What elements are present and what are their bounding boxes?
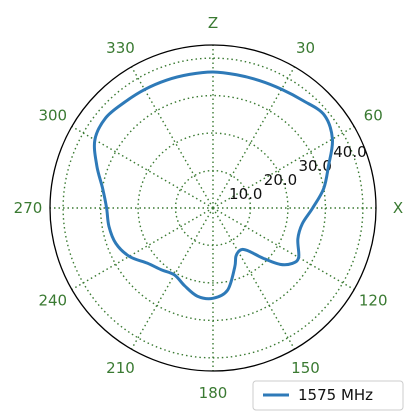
- legend-box: [252, 380, 404, 411]
- radial-tick-label: 30.0: [299, 157, 332, 175]
- angle-tick-label: 150: [291, 359, 320, 377]
- angle-labels: Z 30 60 X 120 150 180 210 240 270 300 330: [14, 14, 403, 402]
- angle-tick-label: 60: [364, 107, 383, 125]
- angle-tick-label: 120: [359, 292, 388, 310]
- radial-tick-labels: 10.020.030.040.0: [229, 143, 367, 203]
- radial-gridline: [62, 57, 364, 359]
- angle-tick-label: 180: [199, 384, 228, 402]
- grid: [50, 45, 376, 371]
- radial-tick-label: 10.0: [229, 185, 262, 203]
- radial-tick-label: 20.0: [264, 171, 297, 189]
- radial-gridline: [174, 169, 252, 247]
- angle-tick-label: 210: [106, 359, 135, 377]
- angle-gridline: [71, 207, 214, 291]
- angle-tick-label: 270: [14, 199, 43, 217]
- radial-tick-label: 40.0: [333, 143, 366, 161]
- angle-tick-label: 240: [38, 292, 67, 310]
- radial-gridline: [137, 132, 289, 284]
- series-line: [92, 70, 335, 301]
- outer-axis-circle: [49, 44, 377, 372]
- angle-gridline: [212, 207, 296, 350]
- angle-gridline: [212, 207, 355, 291]
- angle-gridline: [130, 66, 214, 209]
- angle-tick-label: 300: [38, 107, 67, 125]
- angle-tick-label: X: [393, 199, 403, 217]
- angle-gridline: [130, 207, 214, 350]
- angle-gridline: [212, 125, 355, 209]
- angle-gridline: [71, 125, 214, 209]
- angle-tick-label: 30: [296, 39, 315, 57]
- series-lines: [92, 70, 335, 301]
- radial-gridline: [99, 94, 327, 322]
- angle-tick-label: Z: [208, 14, 218, 32]
- legend-label: 1575 MHz: [298, 386, 373, 404]
- angle-tick-label: 330: [106, 39, 135, 57]
- legend: 1575 MHz: [252, 380, 404, 411]
